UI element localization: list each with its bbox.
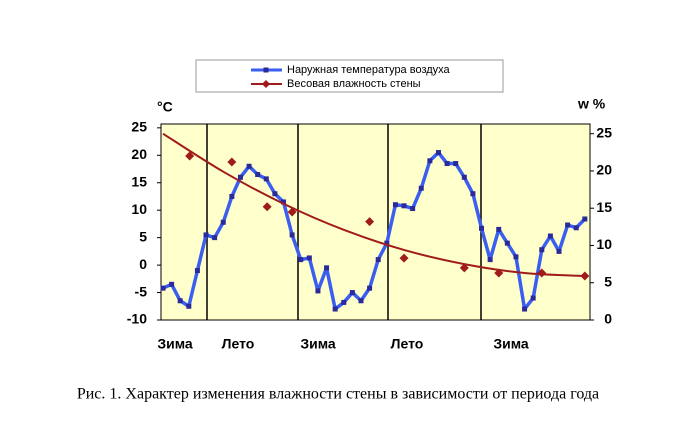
temperature-marker — [573, 225, 579, 231]
temperature-marker — [220, 219, 226, 225]
season-label: Лето — [222, 336, 255, 352]
humidity-marker — [262, 202, 272, 212]
temperature-marker — [194, 268, 200, 274]
temperature-marker — [367, 285, 373, 291]
y2-tick-label: 15 — [596, 199, 612, 215]
humidity-marker — [494, 268, 504, 278]
temperature-marker — [237, 174, 243, 180]
temperature-marker — [444, 161, 450, 167]
temperature-marker — [160, 285, 166, 291]
legend-marker — [263, 67, 269, 73]
temperature-marker — [392, 202, 398, 208]
humidity-marker — [459, 263, 469, 273]
humidity-marker — [185, 151, 195, 161]
legend-label: Наружная температура воздуха — [287, 64, 451, 76]
season-label: Лето — [391, 336, 424, 352]
temperature-marker — [255, 172, 261, 178]
temperature-marker — [332, 306, 338, 312]
y-tick-label: 25 — [131, 119, 147, 135]
temperature-marker — [306, 255, 312, 261]
temperature-marker — [530, 295, 536, 301]
temperature-marker — [349, 290, 355, 296]
y-tick-label: 5 — [139, 228, 147, 244]
temperature-marker — [513, 254, 519, 260]
y-tick-label: -10 — [127, 311, 147, 327]
temperature-marker — [169, 281, 175, 287]
temperature-marker — [384, 240, 390, 246]
temperature-marker — [186, 303, 192, 309]
temperature-marker — [358, 298, 364, 304]
y-tick-label: 20 — [131, 146, 147, 162]
y-tick-label: 0 — [139, 256, 147, 272]
humidity-marker — [365, 217, 375, 227]
y2-tick-label: 20 — [596, 162, 612, 178]
temperature-marker — [461, 174, 467, 180]
y2-tick-label: 0 — [604, 311, 612, 327]
legend — [195, 59, 504, 93]
temperature-marker — [177, 298, 183, 304]
temperature-marker — [435, 150, 441, 156]
y-tick-label: 15 — [131, 173, 147, 189]
temperature-marker — [539, 247, 545, 253]
legend-marker — [262, 80, 270, 88]
y2-tick-label: 10 — [596, 236, 612, 252]
temperature-marker — [565, 222, 571, 228]
temperature-marker — [427, 158, 433, 164]
humidity-marker — [227, 157, 237, 167]
temperature-marker — [298, 257, 304, 263]
temperature-marker — [289, 232, 295, 238]
temperature-marker — [203, 232, 209, 238]
plot-area — [160, 123, 591, 321]
y2-tick-label: 25 — [596, 124, 612, 140]
temperature-marker — [582, 216, 588, 222]
temperature-marker — [522, 306, 528, 312]
temperature-marker — [375, 257, 381, 263]
temperature-marker — [272, 191, 278, 197]
season-label: Зима — [300, 336, 336, 352]
humidity-marker — [399, 253, 409, 263]
temperature-marker — [341, 299, 347, 305]
temperature-marker — [263, 176, 269, 182]
season-label: Зима — [493, 336, 529, 352]
temperature-marker — [453, 161, 459, 167]
temperature-marker — [315, 288, 321, 294]
legend-label: Весовая влажность стены — [287, 78, 421, 90]
temperature-marker — [496, 226, 502, 232]
humidity-trend — [162, 132, 585, 278]
y-axis-label: °C — [157, 99, 173, 115]
temperature-marker — [547, 233, 553, 239]
y-tick-label: 10 — [131, 201, 147, 217]
temperature-marker — [487, 257, 493, 263]
y-tick-label: -5 — [135, 283, 148, 299]
temperature-marker — [401, 203, 407, 209]
temperature-marker — [212, 235, 218, 241]
humidity-marker — [580, 271, 590, 281]
temperature-marker — [504, 240, 510, 246]
caption: Рис. 1. Характер изменения влажности сте… — [77, 386, 599, 403]
temperature-marker — [479, 225, 485, 231]
temperature-marker — [246, 163, 252, 169]
season-label: Зима — [157, 336, 193, 352]
temperature-marker — [229, 193, 235, 199]
temperature-marker — [281, 199, 287, 205]
temperature-marker — [324, 265, 330, 271]
temperature-marker — [556, 248, 562, 254]
y2-tick-label: 5 — [604, 273, 612, 289]
humidity-marker — [287, 207, 297, 217]
y2-axis-label: w % — [577, 96, 606, 112]
temperature-marker — [418, 185, 424, 191]
temperature-marker — [470, 191, 476, 197]
temperature-marker — [410, 206, 416, 212]
humidity-marker — [537, 268, 547, 278]
